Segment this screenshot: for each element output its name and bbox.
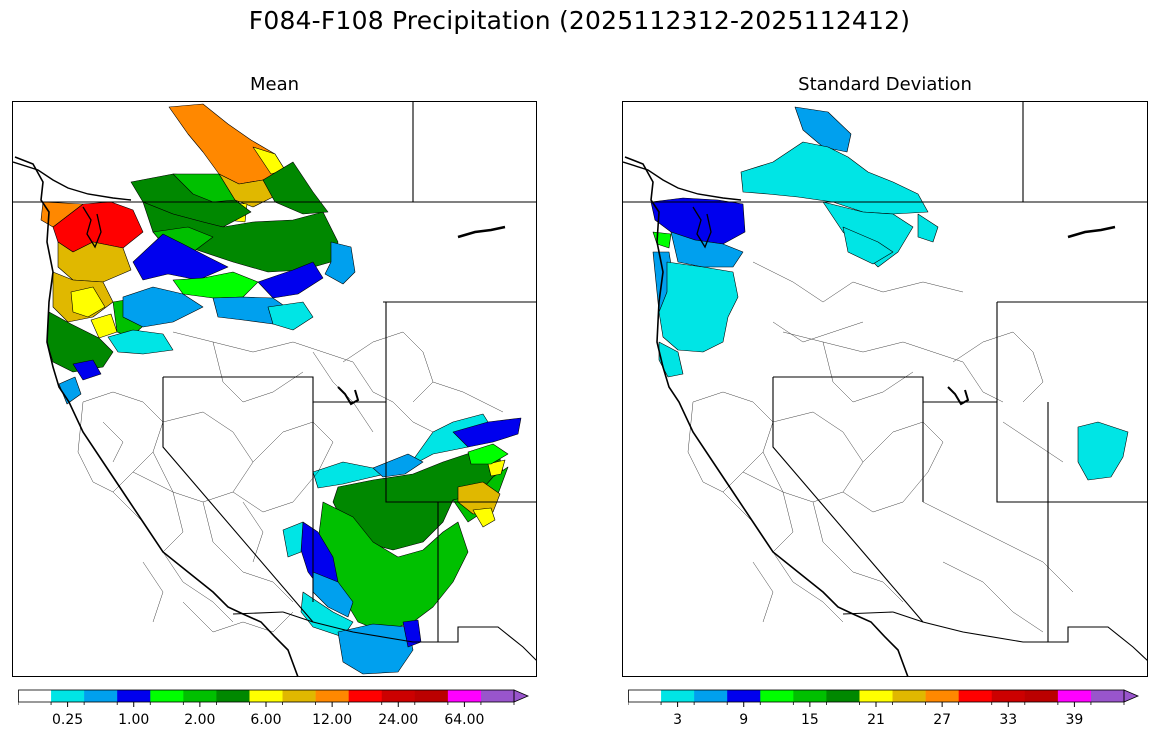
std-wa-blue	[650, 197, 746, 245]
colorbar-bin	[51, 690, 85, 702]
mean-or-yellow	[70, 286, 106, 318]
mean-gila-lightblue	[337, 623, 414, 675]
std-bc-coast	[623, 161, 742, 201]
colorbar-extend-arrow	[513, 689, 530, 703]
mean-snake-green	[172, 271, 259, 299]
figure-title: F084-F108 Precipitation (2025112312-2025…	[248, 6, 911, 35]
colorbar-tick-label: 24.00	[378, 712, 419, 728]
mean-co-yellow	[487, 459, 506, 477]
colorbar-bin	[84, 690, 118, 702]
std-or-cyan	[658, 261, 739, 353]
mean-co-ltgreen	[467, 443, 509, 465]
colorbar-bin	[1090, 690, 1125, 702]
colorbar-bin	[793, 690, 827, 702]
std-map-canvas	[623, 102, 1147, 676]
colorbar-bin	[859, 690, 893, 702]
mean-great-salt-lake	[337, 386, 360, 406]
colorbar-bin	[117, 690, 151, 702]
mean-nm-yellow	[472, 507, 496, 528]
colorbar-tick-label: 21	[867, 712, 885, 728]
colorbar-bin	[150, 690, 184, 702]
mean-or-yellow2	[90, 313, 118, 339]
mean-wa-gold	[57, 241, 132, 283]
colorbar-tick-label: 2.00	[184, 712, 216, 728]
colorbar-bin	[381, 690, 416, 702]
mean-co-blue	[452, 417, 522, 448]
colorbar-tick-label: 33	[999, 712, 1018, 728]
std-colorbar	[628, 689, 1140, 707]
mean-or-blue	[72, 359, 102, 381]
mean-bc-orange	[168, 103, 286, 185]
colorbar-bin	[480, 690, 515, 702]
mean-panel-title: Mean	[249, 74, 300, 95]
colorbar-bin	[414, 690, 449, 702]
mean-bc-coast	[13, 161, 132, 201]
std-ca-cyan	[658, 341, 684, 378]
mean-snake-lightblue	[122, 286, 204, 328]
colorbar-bin	[760, 690, 794, 702]
colorbar-bin	[958, 690, 993, 702]
colorbar-bin	[1057, 690, 1092, 702]
colorbar-extend-arrow	[1123, 689, 1140, 703]
std-wa-lightblue	[670, 231, 744, 268]
std-lake-winnipeg	[1067, 225, 1116, 239]
mean-colorbar	[18, 689, 530, 707]
colorbar-bin	[183, 690, 217, 702]
colorbar-tick-label: 6.00	[250, 712, 282, 728]
mean-map	[12, 101, 537, 677]
colorbar-bin	[826, 690, 860, 702]
colorbar-tick-label: 27	[933, 712, 952, 728]
std-panel-title: Standard Deviation	[798, 74, 972, 95]
colorbar-bin	[282, 690, 316, 702]
colorbar-bin	[249, 690, 283, 702]
mean-wa-orange	[40, 201, 84, 228]
std-co-cyan	[1077, 421, 1129, 481]
colorbar-tick-label: 9	[739, 712, 749, 728]
colorbar-bin	[661, 690, 695, 702]
colorbar-bin	[694, 690, 728, 702]
colorbar-bin	[727, 690, 761, 702]
colorbar-bin	[925, 690, 959, 702]
mean-snake-blue	[132, 233, 229, 281]
std-great-salt-lake	[947, 386, 970, 406]
colorbar-tick-label: 39	[1065, 712, 1084, 728]
mean-ca-lightblue	[58, 376, 82, 405]
colorbar-bin	[1024, 690, 1059, 702]
std-wa-green	[652, 231, 672, 249]
mean-map-canvas	[13, 102, 536, 676]
colorbar-tick-label: 64.00	[444, 712, 485, 728]
mean-bc-green2	[172, 173, 236, 203]
std-pugetsound	[692, 206, 712, 249]
std-bc-cyan	[740, 141, 929, 215]
colorbar-bin	[18, 690, 52, 702]
std-id-cyan	[842, 226, 894, 265]
colorbar-bin	[315, 690, 349, 702]
mean-pugetsound	[82, 206, 102, 249]
colorbar-tick-label: 12.00	[312, 712, 353, 728]
colorbar-bin	[447, 690, 482, 702]
mean-snake-cyan2	[107, 329, 174, 355]
colorbar-tick-label: 15	[800, 712, 819, 728]
std-bc-lightblue	[794, 106, 852, 153]
std-mt-cyan	[917, 213, 939, 243]
colorbar-tick-label: 0.25	[52, 712, 84, 728]
colorbar-bin	[991, 690, 1026, 702]
colorbar-bin	[892, 690, 926, 702]
colorbar-bin	[216, 690, 250, 702]
colorbar-bin	[628, 690, 662, 702]
mean-mt-lightblue	[324, 241, 356, 285]
colorbar-tick-label: 1.00	[118, 712, 150, 728]
mean-lake-winnipeg	[457, 225, 506, 239]
colorbar-tick-label: 3	[673, 712, 683, 728]
colorbar-bin	[348, 690, 383, 702]
mean-az-cyan	[282, 521, 304, 558]
std-map	[622, 101, 1148, 677]
mean-snake-cyan	[267, 301, 314, 331]
